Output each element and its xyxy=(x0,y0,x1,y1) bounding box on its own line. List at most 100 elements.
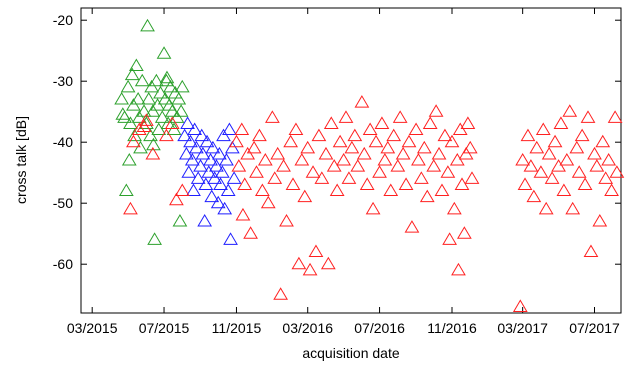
data-point xyxy=(444,134,460,148)
x-axis-title: acquisition date xyxy=(302,345,400,361)
data-point xyxy=(377,153,393,166)
data-point xyxy=(529,140,545,154)
data-point xyxy=(547,134,563,148)
data-point xyxy=(515,153,531,166)
data-point xyxy=(449,153,465,166)
data-point xyxy=(190,171,206,184)
data-point xyxy=(118,183,134,197)
data-point xyxy=(220,183,236,197)
data-point xyxy=(446,201,462,215)
data-point xyxy=(544,171,560,184)
data-point xyxy=(533,165,549,178)
x-axis-ticks: 03/2015 07/2015 11/2015 03/2016 07/2016 11/20… xyxy=(67,8,620,336)
y-tick-label: -50 xyxy=(53,195,73,211)
data-point xyxy=(609,165,625,178)
data-point xyxy=(157,92,173,105)
data-point xyxy=(411,153,426,166)
series-1 xyxy=(177,116,242,245)
data-point xyxy=(336,153,352,166)
data-point xyxy=(237,177,253,190)
data-point xyxy=(604,183,619,197)
data-point xyxy=(213,177,228,190)
data-point xyxy=(311,128,327,142)
data-point xyxy=(279,214,294,227)
data-point xyxy=(551,159,566,172)
data-point xyxy=(365,201,381,215)
data-point xyxy=(456,226,472,239)
y-tick-label: -30 xyxy=(53,73,73,89)
data-point xyxy=(183,134,198,148)
data-point xyxy=(174,183,190,197)
y-axis-ticks: -60 -50 -40 -30 -20 xyxy=(53,12,621,272)
data-point xyxy=(177,128,193,142)
data-point xyxy=(249,165,264,178)
data-point xyxy=(115,107,131,120)
data-point xyxy=(592,214,608,227)
plot-frame xyxy=(80,7,622,314)
data-point xyxy=(288,122,304,136)
data-point xyxy=(254,183,270,197)
data-point xyxy=(179,146,194,160)
data-point xyxy=(204,189,220,203)
data-point xyxy=(195,146,211,160)
data-point xyxy=(186,183,201,197)
data-point xyxy=(541,146,557,160)
data-point xyxy=(580,110,596,123)
data-point xyxy=(267,171,283,184)
data-point xyxy=(257,153,273,166)
data-point xyxy=(141,92,157,105)
series-2 xyxy=(123,95,625,312)
data-point xyxy=(171,92,187,105)
data-point xyxy=(390,159,406,172)
data-point xyxy=(173,104,189,117)
data-point xyxy=(163,79,178,93)
data-point xyxy=(207,171,223,184)
data-point xyxy=(300,140,316,154)
data-point xyxy=(276,159,291,172)
data-point xyxy=(395,146,411,160)
data-point xyxy=(156,46,172,59)
data-point xyxy=(187,122,203,136)
data-point xyxy=(120,79,136,93)
data-point xyxy=(302,262,318,276)
data-point xyxy=(595,134,611,148)
data-point xyxy=(164,116,180,129)
data-point xyxy=(408,122,424,136)
data-point xyxy=(229,134,244,148)
data-point xyxy=(323,116,339,129)
data-point xyxy=(149,73,164,87)
data-point xyxy=(589,159,605,172)
data-point xyxy=(512,299,528,312)
data-point xyxy=(318,146,334,160)
data-point xyxy=(127,128,142,142)
data-point xyxy=(124,67,140,81)
data-point xyxy=(350,159,366,172)
data-point xyxy=(180,116,195,129)
data-point xyxy=(198,177,214,190)
data-point xyxy=(224,140,240,154)
y-axis-title: cross talk [dB] xyxy=(13,116,29,204)
data-point xyxy=(368,134,384,148)
data-point xyxy=(332,134,348,148)
data-point xyxy=(216,128,231,142)
data-point xyxy=(159,128,174,142)
data-point xyxy=(222,122,237,136)
data-point xyxy=(223,232,238,245)
data-point xyxy=(193,159,208,172)
data-point xyxy=(372,165,387,178)
data-point xyxy=(184,153,200,166)
data-point xyxy=(294,153,310,166)
data-point xyxy=(520,128,536,142)
data-points xyxy=(114,18,625,312)
data-point xyxy=(159,70,175,84)
data-point xyxy=(553,116,569,129)
data-point xyxy=(428,104,444,117)
y-tick-label: -60 xyxy=(53,256,73,272)
data-point xyxy=(169,192,184,206)
data-point xyxy=(226,171,242,184)
data-point xyxy=(574,128,590,142)
data-point xyxy=(210,195,226,209)
data-point xyxy=(285,177,301,190)
data-point xyxy=(181,165,197,178)
data-point xyxy=(217,201,233,215)
